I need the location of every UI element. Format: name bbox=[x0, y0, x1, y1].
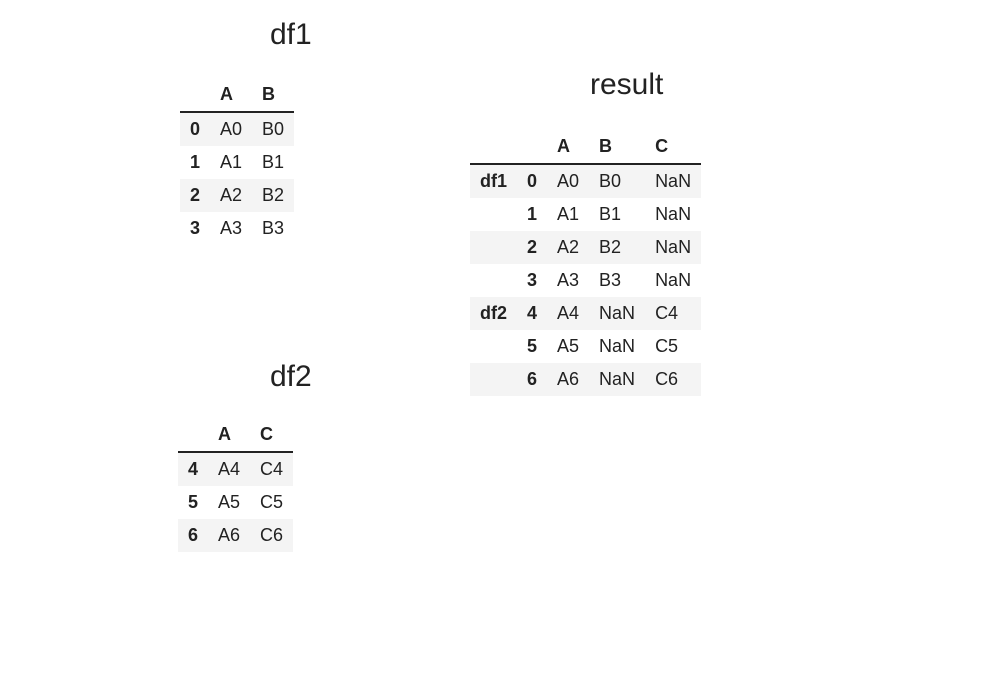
result-key-df1: df1 bbox=[470, 164, 517, 198]
result-col-A: A bbox=[547, 130, 589, 164]
result-cell: B0 bbox=[589, 164, 645, 198]
table-row: 3 A3 B3 bbox=[180, 212, 294, 245]
result-idx-5: 5 bbox=[517, 330, 547, 363]
result-title: result bbox=[590, 68, 663, 102]
result-cell: NaN bbox=[589, 297, 645, 330]
table-row: 5 A5 C5 bbox=[178, 486, 293, 519]
result-idx-1: 1 bbox=[517, 198, 547, 231]
df1-idx-1: 1 bbox=[180, 146, 210, 179]
df2-title: df2 bbox=[270, 360, 312, 394]
table-row: 0 A0 B0 bbox=[180, 112, 294, 146]
df2-header-blank bbox=[178, 418, 208, 452]
df1-header-row: A B bbox=[180, 78, 294, 112]
df2-cell: A5 bbox=[208, 486, 250, 519]
result-cell: B2 bbox=[589, 231, 645, 264]
df1-cell: A3 bbox=[210, 212, 252, 245]
df2-idx-4: 4 bbox=[178, 452, 208, 486]
result-cell: C5 bbox=[645, 330, 701, 363]
table-row: 3 A3 B3 NaN bbox=[470, 264, 701, 297]
df2-table: A C 4 A4 C4 5 A5 C5 6 A6 C6 bbox=[178, 418, 293, 552]
result-table: A B C df1 0 A0 B0 NaN 1 A1 B1 NaN bbox=[470, 130, 701, 396]
df2-idx-6: 6 bbox=[178, 519, 208, 552]
result-cell: A4 bbox=[547, 297, 589, 330]
df1-cell: B2 bbox=[252, 179, 294, 212]
table-row: df2 4 A4 NaN C4 bbox=[470, 297, 701, 330]
result-cell: A0 bbox=[547, 164, 589, 198]
df1-cell: B3 bbox=[252, 212, 294, 245]
result-cell: A3 bbox=[547, 264, 589, 297]
result-idx-4: 4 bbox=[517, 297, 547, 330]
df2-cell: A6 bbox=[208, 519, 250, 552]
result-cell: C6 bbox=[645, 363, 701, 396]
result-key-blank bbox=[470, 264, 517, 297]
result-key-blank bbox=[470, 231, 517, 264]
result-idx-2: 2 bbox=[517, 231, 547, 264]
table-row: 4 A4 C4 bbox=[178, 452, 293, 486]
table-row: 2 A2 B2 NaN bbox=[470, 231, 701, 264]
df2-cell: C6 bbox=[250, 519, 293, 552]
df1-idx-3: 3 bbox=[180, 212, 210, 245]
df1-title: df1 bbox=[270, 18, 312, 52]
result-col-C: C bbox=[645, 130, 701, 164]
result-cell: NaN bbox=[645, 198, 701, 231]
df1-col-A: A bbox=[210, 78, 252, 112]
result-key-blank bbox=[470, 363, 517, 396]
df1-col-B: B bbox=[252, 78, 294, 112]
df2-cell: C4 bbox=[250, 452, 293, 486]
df1-cell: B1 bbox=[252, 146, 294, 179]
result-cell: NaN bbox=[645, 164, 701, 198]
df1-cell: A0 bbox=[210, 112, 252, 146]
result-cell: NaN bbox=[645, 264, 701, 297]
table-row: 1 A1 B1 bbox=[180, 146, 294, 179]
df2-header-row: A C bbox=[178, 418, 293, 452]
result-cell: B3 bbox=[589, 264, 645, 297]
result-col-B: B bbox=[589, 130, 645, 164]
df2-col-C: C bbox=[250, 418, 293, 452]
result-cell: A5 bbox=[547, 330, 589, 363]
df1-cell: A2 bbox=[210, 179, 252, 212]
result-idx-3: 3 bbox=[517, 264, 547, 297]
df2-col-A: A bbox=[208, 418, 250, 452]
df1-cell: B0 bbox=[252, 112, 294, 146]
result-cell: A6 bbox=[547, 363, 589, 396]
result-idx-0: 0 bbox=[517, 164, 547, 198]
result-idx-6: 6 bbox=[517, 363, 547, 396]
result-cell: NaN bbox=[589, 363, 645, 396]
df1-idx-2: 2 bbox=[180, 179, 210, 212]
table-row: df1 0 A0 B0 NaN bbox=[470, 164, 701, 198]
df1-table: A B 0 A0 B0 1 A1 B1 2 A2 B2 3 A3 bbox=[180, 78, 294, 245]
result-cell: A2 bbox=[547, 231, 589, 264]
result-cell: NaN bbox=[589, 330, 645, 363]
result-key-blank bbox=[470, 198, 517, 231]
df1-cell: A1 bbox=[210, 146, 252, 179]
table-row: 5 A5 NaN C5 bbox=[470, 330, 701, 363]
result-key-df2: df2 bbox=[470, 297, 517, 330]
result-key-blank bbox=[470, 330, 517, 363]
df1-idx-0: 0 bbox=[180, 112, 210, 146]
result-header-row: A B C bbox=[470, 130, 701, 164]
result-cell: C4 bbox=[645, 297, 701, 330]
table-row: 6 A6 NaN C6 bbox=[470, 363, 701, 396]
result-header-blank-idx bbox=[517, 130, 547, 164]
df1-header-blank bbox=[180, 78, 210, 112]
result-cell: A1 bbox=[547, 198, 589, 231]
df2-idx-5: 5 bbox=[178, 486, 208, 519]
table-row: 2 A2 B2 bbox=[180, 179, 294, 212]
result-cell: B1 bbox=[589, 198, 645, 231]
result-header-blank-key bbox=[470, 130, 517, 164]
page: df1 A B 0 A0 B0 1 A1 B1 2 A2 B2 bbox=[0, 0, 1000, 692]
table-row: 1 A1 B1 NaN bbox=[470, 198, 701, 231]
df2-cell: A4 bbox=[208, 452, 250, 486]
table-row: 6 A6 C6 bbox=[178, 519, 293, 552]
df2-cell: C5 bbox=[250, 486, 293, 519]
result-cell: NaN bbox=[645, 231, 701, 264]
